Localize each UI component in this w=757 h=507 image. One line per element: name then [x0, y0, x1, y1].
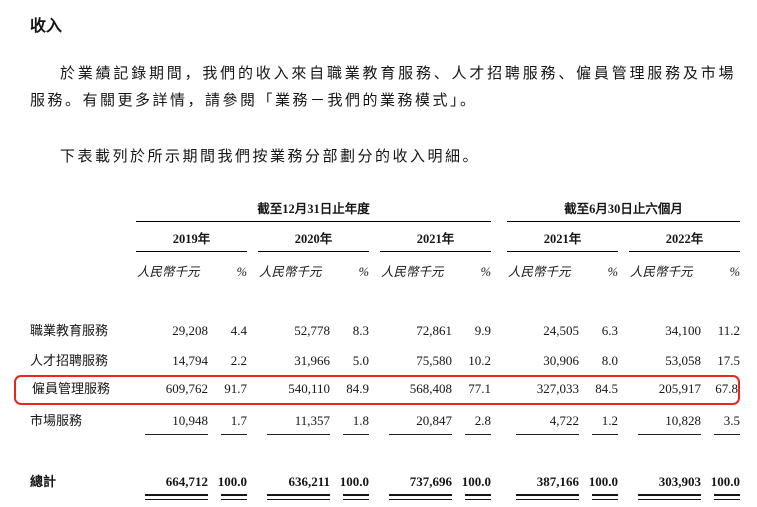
percent-label: % — [480, 265, 491, 279]
amount-cell: 72,861 — [416, 323, 452, 338]
percent-label: % — [358, 265, 369, 279]
amount-cell: 29,208 — [172, 323, 208, 338]
year-header-2021-interim: 2021年 — [507, 222, 618, 252]
percent-cell: 67.8 — [701, 375, 740, 405]
year-header-2021: 2021年 — [380, 222, 491, 252]
row-label: 職業教育服務 — [30, 323, 109, 338]
total-percent-cell: 100.0 — [330, 466, 369, 500]
total-amount-cell: 636,211 — [258, 466, 330, 500]
total-amount-cell: 664,712 — [136, 466, 208, 500]
amount-cell: 34,100 — [665, 323, 701, 338]
col-group-annual-label: 截至12月31日止年度 — [136, 198, 491, 222]
amount-cell: 10,828 — [629, 405, 701, 435]
total-amount-cell: 737,696 — [380, 466, 452, 500]
amount-cell: 327,033 — [507, 375, 579, 405]
percent-cell: 11.2 — [717, 323, 740, 338]
intro-paragraph: 於業績記錄期間，我們的收入來自職業教育服務、人才招聘服務、僱員管理服務及市場服務… — [30, 66, 736, 109]
percent-cell: 84.5 — [579, 375, 618, 405]
table-row-vocational-education: 職業教育服務 29,208 4.4 52,778 8.3 72,861 9.9 … — [14, 315, 740, 345]
amount-cell: 14,794 — [172, 353, 208, 368]
percent-cell: 9.9 — [474, 323, 491, 338]
table-row-total: 總計 664,712 100.0 636,211 100.0 737,696 1… — [14, 466, 740, 500]
page-title: 收入 — [30, 18, 63, 35]
percent-cell: 6.3 — [601, 323, 618, 338]
amount-cell: 30,906 — [543, 353, 579, 368]
percent-label: % — [607, 265, 618, 279]
amount-cell: 75,580 — [416, 353, 452, 368]
column-group-header-row: 截至12月31日止年度 截至6月30日止六個月 — [14, 198, 740, 222]
row-label: 人才招聘服務 — [30, 353, 109, 368]
table-intro-paragraph: 下表載列於所示期間我們按業務分部劃分的收入明細。 — [60, 149, 481, 165]
amount-cell: 205,917 — [629, 375, 701, 405]
percent-cell: 77.1 — [452, 375, 491, 405]
percent-cell: 10.2 — [468, 353, 491, 368]
percent-cell: 84.9 — [330, 375, 369, 405]
unit-label: 人民幣千元 — [630, 265, 693, 279]
table-row-employee-management-highlighted: 僱員管理服務 609,762 91.7 540,110 84.9 568,408… — [14, 375, 740, 405]
amount-cell: 540,110 — [258, 375, 330, 405]
unit-label: 人民幣千元 — [381, 265, 444, 279]
percent-cell: 2.2 — [230, 353, 247, 368]
percent-cell: 8.0 — [601, 353, 618, 368]
revenue-table: 截至12月31日止年度 截至6月30日止六個月 2019年 2020年 2021… — [14, 198, 740, 500]
total-percent-cell: 100.0 — [208, 466, 247, 500]
col-group-interim-label: 截至6月30日止六個月 — [507, 198, 740, 222]
percent-cell: 4.4 — [230, 323, 247, 338]
amount-cell: 20,847 — [380, 405, 452, 435]
amount-cell: 24,505 — [543, 323, 579, 338]
amount-cell: 4,722 — [507, 405, 579, 435]
year-header-2019: 2019年 — [136, 222, 247, 252]
unit-label: 人民幣千元 — [137, 265, 200, 279]
amount-cell: 568,408 — [380, 375, 452, 405]
units-header-row: 人民幣千元 % 人民幣千元 % 人民幣千元 % 人民幣千元 % 人民幣千元 % — [14, 252, 740, 280]
total-amount-cell: 303,903 — [629, 466, 701, 500]
percent-cell: 3.5 — [701, 405, 740, 435]
table-row-market-services: 市場服務 10,948 1.7 11,357 1.8 20,847 2.8 4,… — [14, 405, 740, 435]
year-header-2020: 2020年 — [258, 222, 369, 252]
total-percent-cell: 100.0 — [452, 466, 491, 500]
total-percent-cell: 100.0 — [701, 466, 740, 500]
total-label: 總計 — [30, 474, 57, 489]
year-header-row: 2019年 2020年 2021年 2021年 2022年 — [14, 222, 740, 252]
percent-cell: 8.3 — [352, 323, 369, 338]
percent-label: % — [236, 265, 247, 279]
amount-cell: 11,357 — [258, 405, 330, 435]
percent-cell: 2.8 — [452, 405, 491, 435]
percent-cell: 91.7 — [208, 375, 247, 405]
row-label: 僱員管理服務 — [14, 375, 136, 405]
percent-cell: 5.0 — [352, 353, 369, 368]
row-label: 市場服務 — [30, 413, 83, 428]
percent-cell: 17.5 — [717, 353, 740, 368]
amount-cell: 31,966 — [294, 353, 330, 368]
percent-cell: 1.2 — [579, 405, 618, 435]
percent-cell: 1.7 — [208, 405, 247, 435]
year-header-2022-interim: 2022年 — [629, 222, 740, 252]
unit-label: 人民幣千元 — [508, 265, 571, 279]
amount-cell: 53,058 — [665, 353, 701, 368]
amount-cell: 609,762 — [136, 375, 208, 405]
amount-cell: 52,778 — [294, 323, 330, 338]
amount-cell: 10,948 — [136, 405, 208, 435]
percent-label: % — [729, 265, 740, 279]
unit-label: 人民幣千元 — [259, 265, 322, 279]
table-row-talent-recruitment: 人才招聘服務 14,794 2.2 31,966 5.0 75,580 10.2… — [14, 345, 740, 375]
total-amount-cell: 387,166 — [507, 466, 579, 500]
total-percent-cell: 100.0 — [579, 466, 618, 500]
percent-cell: 1.8 — [330, 405, 369, 435]
